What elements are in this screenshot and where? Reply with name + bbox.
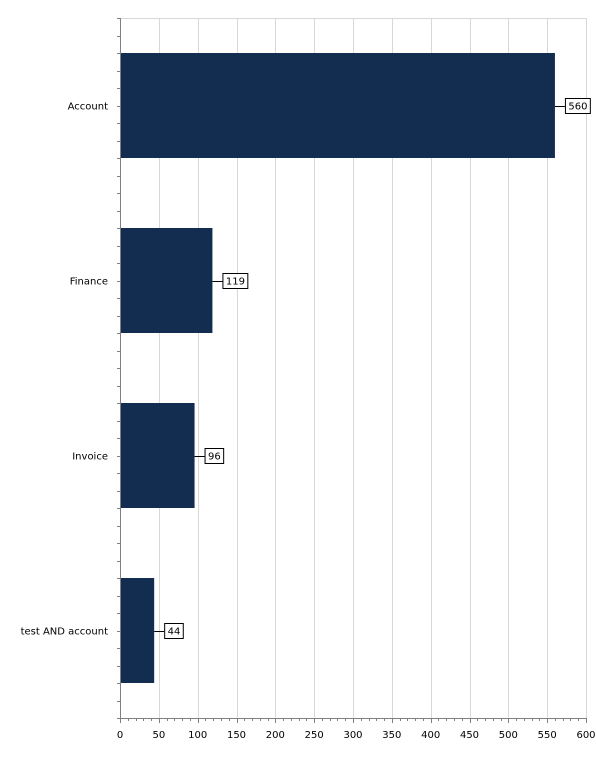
bar-invoice	[120, 403, 195, 508]
data-labels: 560 119 96 44	[154, 98, 591, 639]
x-tick-label: 250	[305, 730, 324, 741]
data-label-box	[564, 98, 591, 114]
x-tick-label: 50	[152, 730, 165, 741]
axes: Account Finance Invoice test AND account 0 50…	[21, 18, 596, 741]
y-tick-label: Account	[68, 102, 108, 113]
x-tick-label: 450	[460, 730, 479, 741]
x-tick-label: 400	[421, 730, 440, 741]
y-tick-label: Invoice	[72, 452, 108, 463]
x-tick-label: 500	[499, 730, 518, 741]
data-label-box	[204, 448, 225, 464]
x-tick-label: 350	[382, 730, 401, 741]
data-label: 119	[226, 277, 245, 288]
bars	[120, 53, 555, 683]
x-tick-label: 150	[227, 730, 246, 741]
data-label: 44	[168, 627, 181, 638]
bar-account	[120, 53, 555, 158]
x-tick-label: 100	[188, 730, 207, 741]
x-tick-label: 550	[538, 730, 557, 741]
bar-test-and-account	[120, 578, 155, 683]
data-label-box	[164, 623, 184, 639]
x-tick-label: 600	[576, 730, 595, 741]
data-label: 96	[208, 452, 221, 463]
data-label-box	[222, 273, 249, 289]
bar-finance	[120, 228, 213, 333]
y-tick-label: Finance	[70, 277, 108, 288]
x-tick-label: 200	[266, 730, 285, 741]
y-tick-label: test AND account	[21, 627, 109, 638]
x-tick-label: 300	[343, 730, 362, 741]
data-label: 560	[568, 102, 587, 113]
x-tick-label: 0	[117, 730, 123, 741]
